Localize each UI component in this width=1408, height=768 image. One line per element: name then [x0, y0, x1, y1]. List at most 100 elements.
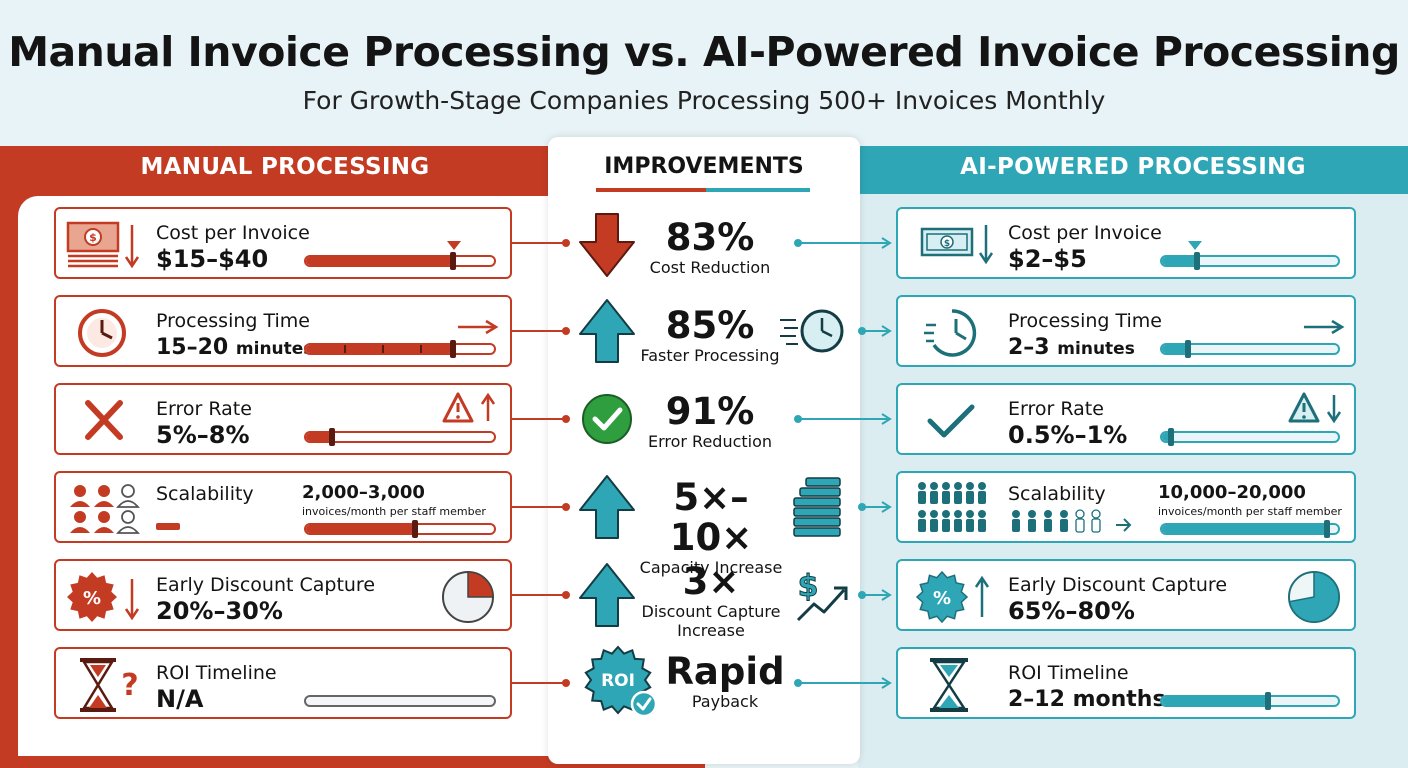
hourglass-question-icon: ? [80, 658, 139, 712]
stacked-documents-icon [793, 477, 841, 537]
ai-roi-bar [1160, 692, 1340, 710]
bar-fill [1162, 697, 1268, 705]
speed-clock-icon [780, 309, 844, 353]
improvement-value: Rapid [665, 650, 785, 693]
improvement-value: 91% [665, 390, 755, 433]
manual-value-note: invoices/month per staff member [302, 505, 486, 518]
metric-label: Processing Time [156, 310, 310, 332]
bar-fill [1162, 345, 1189, 353]
percent-badge-icon: % [915, 570, 990, 624]
percent-badge-icon: % [67, 572, 140, 622]
bar-handle [1185, 340, 1192, 358]
ai-discount-pie [1288, 571, 1340, 623]
svg-text:$: $ [89, 231, 97, 244]
bar-handle [1167, 428, 1174, 446]
svg-text:ROI: ROI [601, 671, 635, 691]
arrow-down-icon [579, 213, 635, 277]
manual-card-time: Processing Time 15–20 minutes [54, 295, 512, 367]
manual-value: N/A [156, 685, 204, 713]
ai-value: 10,000–20,000 [1158, 482, 1306, 503]
improvements-heading: IMPROVEMENTS [604, 154, 804, 179]
improvement-cost: 83% Cost Reduction [630, 216, 790, 278]
manual-roi-bar [304, 695, 496, 707]
manual-value: 15–20 minutes [156, 335, 314, 360]
ai-card-roi: ROI Timeline 2–12 months [896, 647, 1356, 719]
ai-time-bar [1160, 340, 1340, 358]
ai-card-time: Processing Time 2–3 minutes [896, 295, 1356, 367]
improvement-value: 83% [665, 216, 755, 259]
ai-scalability-bar [1160, 520, 1340, 538]
improvement-error: 91% Error Reduction [630, 390, 790, 452]
bar-handle [449, 340, 456, 358]
improvement-time: 85% Faster Processing [630, 304, 790, 366]
manual-cost-bar [304, 252, 496, 270]
svg-text:%: % [83, 588, 101, 609]
roi-badge-icon: ROI [584, 645, 658, 718]
ai-card-discount: % Early Discount Capture 65%–80% [896, 559, 1356, 631]
manual-card-scalability: Scalability 2,000–3,000 invoices/month p… [54, 471, 512, 543]
manual-card-roi: ? ROI Timeline N/A [54, 647, 512, 719]
manual-value: 2,000–3,000 [302, 482, 425, 503]
metric-label: Early Discount Capture [156, 574, 376, 596]
improvement-value: 3× [682, 560, 740, 603]
bar-marker [447, 241, 461, 250]
page-title: Manual Invoice Processing vs. AI-Powered… [8, 28, 1400, 76]
bar-fill [1162, 433, 1171, 441]
arrow-right-icon [458, 319, 499, 335]
manual-card-cost: $ Cost per Invoice $15–$40 [54, 207, 512, 279]
ai-value: 2–12 months [1008, 687, 1166, 712]
clock-icon [78, 309, 126, 357]
improvement-value: 5×–10× [669, 476, 753, 559]
ai-column-header-bar [858, 146, 1408, 194]
warning-down-icon [1288, 392, 1342, 424]
fast-clock-icon [924, 309, 977, 357]
bar-handle [1264, 692, 1271, 710]
improvement-label-line-2: Increase [677, 621, 745, 640]
dollar-trend-up-icon: $ [796, 569, 848, 622]
check-circle-icon [582, 394, 632, 444]
bar-marker [1188, 241, 1202, 250]
metric-label: Error Rate [1008, 398, 1104, 420]
arrow-right-icon [1304, 319, 1345, 335]
svg-text:$: $ [944, 239, 950, 249]
bar-handle [1194, 252, 1201, 270]
arrow-up-icon [579, 475, 635, 539]
ai-value: 2–3 minutes [1008, 335, 1135, 360]
x-mark-icon [85, 400, 123, 440]
improvement-label: Payback [691, 692, 759, 711]
ai-value: $2–$5 [1008, 245, 1087, 273]
arrow-up-icon [579, 563, 635, 627]
bar-handle [412, 520, 419, 538]
check-mark-icon [927, 404, 975, 438]
improvement-value: 85% [665, 304, 755, 347]
bar-fill [306, 525, 416, 533]
heading-underline-teal [706, 188, 810, 192]
heading-underline-red [596, 188, 706, 192]
manual-card-error: Error Rate 5%–8% [54, 383, 512, 455]
ai-error-bar [1160, 428, 1340, 446]
metric-label: Cost per Invoice [1008, 222, 1162, 244]
metric-label: Early Discount Capture [1008, 574, 1228, 596]
dash-mark [156, 523, 180, 530]
manual-discount-pie [442, 571, 494, 623]
ai-value: 65%–80% [1008, 597, 1135, 625]
improvement-label: Cost Reduction [649, 258, 771, 277]
bar-fill [1162, 525, 1328, 533]
improvement-label-line-1: Discount Capture [641, 602, 781, 621]
svg-text:?: ? [121, 668, 138, 703]
metric-label: Processing Time [1008, 310, 1162, 332]
page-subtitle: For Growth-Stage Companies Processing 50… [302, 86, 1106, 115]
manual-value: 5%–8% [156, 421, 250, 449]
money-stack-down-icon: $ [66, 221, 140, 269]
hourglass-icon [930, 658, 968, 712]
improvement-label: Faster Processing [640, 346, 780, 365]
ai-value-note: invoices/month per staff member [1158, 505, 1342, 518]
bar-handle [329, 428, 336, 446]
svg-text:$: $ [798, 569, 819, 604]
metric-label: Error Rate [156, 398, 252, 420]
ai-card-scalability: Scalability 10,000–20,000 invoices/month… [896, 471, 1356, 543]
manual-value: $15–$40 [156, 245, 269, 273]
arrow-up-icon [579, 299, 635, 363]
bar-handle [1324, 520, 1331, 538]
